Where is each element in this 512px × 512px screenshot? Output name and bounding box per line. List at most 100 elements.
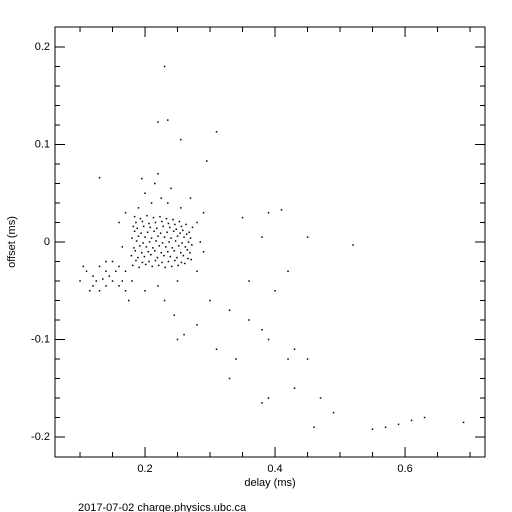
point <box>154 250 156 252</box>
point <box>111 280 114 282</box>
point <box>177 264 179 267</box>
point <box>183 262 186 265</box>
point <box>187 257 189 260</box>
y-tick-label: -0.2 <box>31 431 50 443</box>
point <box>152 216 155 219</box>
point <box>261 236 263 238</box>
point <box>163 254 165 257</box>
point <box>410 419 413 422</box>
point <box>168 241 170 243</box>
point <box>136 227 138 230</box>
point <box>157 172 159 175</box>
point <box>155 227 158 230</box>
point <box>130 254 133 257</box>
point <box>202 211 205 214</box>
point <box>92 285 94 287</box>
point <box>135 221 137 224</box>
point <box>157 285 159 287</box>
point <box>124 290 127 292</box>
point <box>118 221 120 224</box>
point <box>215 131 218 133</box>
point <box>191 226 194 229</box>
point <box>150 237 153 239</box>
point <box>176 338 179 341</box>
point <box>196 270 198 273</box>
y-tick-label: 0.2 <box>35 41 50 53</box>
point <box>163 236 166 238</box>
y-tick-label: 0 <box>44 236 50 248</box>
point <box>174 240 177 242</box>
point <box>144 290 146 292</box>
x-tick-label: 0.6 <box>397 463 412 475</box>
point <box>139 245 141 247</box>
point <box>185 223 187 226</box>
point <box>161 242 164 244</box>
point <box>174 223 176 226</box>
point <box>199 241 202 243</box>
point <box>172 230 175 233</box>
point <box>181 242 183 244</box>
y-axis-label: offset (ms) <box>6 216 18 268</box>
x-tick-label: 0.4 <box>267 463 282 475</box>
point <box>152 247 154 249</box>
point <box>163 299 166 302</box>
point <box>157 264 160 267</box>
point <box>157 235 159 237</box>
point <box>89 290 91 292</box>
point <box>293 387 296 390</box>
point <box>180 251 182 254</box>
point <box>167 222 170 225</box>
point <box>170 265 173 268</box>
x-axis-label: delay (ms) <box>244 477 295 489</box>
point <box>142 242 144 244</box>
point <box>154 259 157 262</box>
point <box>167 202 169 204</box>
point <box>131 264 134 267</box>
point <box>92 275 94 277</box>
point <box>183 236 185 238</box>
point <box>131 237 133 239</box>
point <box>174 259 176 262</box>
point <box>139 217 142 220</box>
point <box>133 215 136 218</box>
point <box>124 211 127 214</box>
point <box>148 241 151 243</box>
point <box>140 232 142 234</box>
point <box>175 228 177 231</box>
point <box>180 138 182 141</box>
point <box>157 121 159 123</box>
point <box>172 218 174 221</box>
point <box>261 329 263 331</box>
point <box>235 358 237 360</box>
point <box>151 265 153 268</box>
point <box>228 309 231 312</box>
point <box>248 319 250 321</box>
point <box>196 324 198 326</box>
point <box>82 265 85 268</box>
point <box>267 338 270 341</box>
point <box>167 119 169 121</box>
point <box>306 236 309 238</box>
point <box>145 246 148 248</box>
point <box>121 246 124 248</box>
point <box>135 259 137 262</box>
point <box>98 290 101 292</box>
point <box>147 251 150 253</box>
point <box>185 233 188 235</box>
point <box>241 216 244 219</box>
point <box>159 232 162 234</box>
point <box>133 247 135 249</box>
point <box>144 192 146 194</box>
point <box>144 263 147 266</box>
point <box>306 358 309 360</box>
point <box>180 225 183 228</box>
point <box>135 240 138 242</box>
point <box>158 245 161 247</box>
point <box>149 226 151 229</box>
point <box>98 176 101 179</box>
point <box>202 251 205 253</box>
point <box>141 251 143 254</box>
point <box>170 187 172 190</box>
point <box>188 231 190 233</box>
